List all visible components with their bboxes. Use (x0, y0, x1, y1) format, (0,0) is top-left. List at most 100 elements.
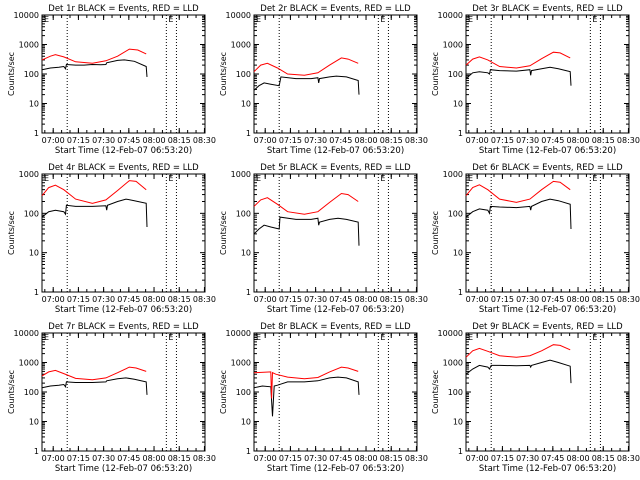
x-tick-label: 08:00 (143, 295, 166, 304)
flag-label: E (592, 333, 597, 342)
flag-label: E (592, 15, 597, 24)
x-tick-label: 07:30 (304, 295, 327, 304)
series-lld-line (41, 180, 147, 204)
panel-title: Det 1r BLACK = Events, RED = LLD (48, 4, 199, 14)
x-tick-label: 08:00 (567, 295, 590, 304)
x-tick-label: 08:15 (168, 454, 191, 463)
y-tick-label: 1000 (19, 359, 39, 368)
x-tick-label: 07:30 (516, 454, 539, 463)
panel-title: Det 2r BLACK = Events, RED = LLD (260, 4, 411, 14)
x-tick-label: 07:00 (42, 454, 65, 463)
y-tick-label: 10 (29, 249, 39, 258)
y-tick-label: 10000 (438, 11, 463, 20)
x-tick-label: 08:30 (405, 454, 428, 463)
flag-label: E (44, 333, 49, 342)
x-tick-label: 08:00 (355, 454, 378, 463)
x-axis-label: Start Time (12-Feb-07 06:53:20) (479, 464, 616, 474)
y-tick-label: 1 (458, 447, 463, 456)
x-tick-label: 07:45 (329, 295, 352, 304)
y-axis-label: Counts/sec (219, 370, 228, 414)
x-tick-label: 08:15 (380, 454, 403, 463)
plot-frame (253, 173, 418, 293)
x-tick-label: 08:00 (143, 136, 166, 145)
panel-title: Det 4r BLACK = Events, RED = LLD (48, 163, 199, 173)
series-lld-line (253, 192, 359, 215)
y-tick-label: 10 (453, 249, 463, 258)
y-axis-label: Counts/sec (7, 52, 16, 96)
flag-label: E (256, 15, 261, 24)
x-tick-label: 07:30 (516, 295, 539, 304)
panel-title: Det 7r BLACK = Events, RED = LLD (48, 322, 199, 332)
series-lld-line (41, 366, 147, 381)
plot-frame (253, 332, 418, 452)
flag-label: E (168, 15, 173, 24)
x-tick-label: 08:15 (380, 295, 403, 304)
flag-label: E (380, 174, 385, 183)
plot-frame (465, 14, 630, 134)
flag-label: E (468, 174, 473, 183)
y-tick-label: 100 (24, 388, 39, 397)
x-tick-label: 07:15 (67, 295, 90, 304)
x-tick-label: 08:30 (617, 136, 640, 145)
y-tick-label: 10000 (438, 329, 463, 338)
x-tick-label: 08:00 (355, 136, 378, 145)
plot-frame (465, 332, 630, 452)
x-tick-label: 08:30 (617, 295, 640, 304)
series-events-line (465, 66, 572, 86)
y-tick-label: 100 (236, 388, 251, 397)
x-tick-label: 08:00 (355, 295, 378, 304)
flag-label: E (256, 333, 261, 342)
y-tick-label: 10 (453, 418, 463, 427)
series-lld-line (41, 48, 147, 64)
series-events-line (253, 216, 360, 246)
series-events-line (465, 359, 572, 384)
y-tick-label: 1000 (231, 170, 251, 179)
series-events-line (465, 198, 572, 230)
y-tick-label: 1 (34, 129, 39, 138)
x-axis-label: Start Time (12-Feb-07 06:53:20) (55, 305, 192, 315)
flag-label: E (168, 333, 173, 342)
y-tick-label: 100 (448, 70, 463, 79)
y-tick-label: 1 (246, 288, 251, 297)
flag-label: E (256, 174, 261, 183)
x-tick-label: 07:45 (329, 454, 352, 463)
x-tick-label: 07:15 (67, 454, 90, 463)
x-tick-label: 07:15 (279, 454, 302, 463)
flag-label: E (168, 174, 173, 183)
y-tick-label: 100 (236, 209, 251, 218)
series-events-line (253, 75, 360, 95)
x-tick-label: 07:45 (329, 136, 352, 145)
y-tick-label: 10 (241, 418, 251, 427)
y-tick-label: 10000 (226, 11, 251, 20)
x-tick-label: 08:30 (405, 295, 428, 304)
x-tick-label: 07:15 (67, 136, 90, 145)
y-tick-label: 1000 (443, 170, 463, 179)
y-tick-label: 10 (241, 100, 251, 109)
x-tick-label: 07:15 (491, 454, 514, 463)
series-lld-line (465, 344, 571, 358)
x-tick-label: 08:30 (193, 454, 216, 463)
x-tick-label: 08:15 (592, 295, 615, 304)
x-tick-label: 07:45 (541, 295, 564, 304)
x-tick-label: 07:00 (466, 136, 489, 145)
x-tick-label: 07:00 (254, 295, 277, 304)
x-tick-label: 07:30 (516, 136, 539, 145)
flag-label: E (44, 15, 49, 24)
plot-frame (253, 14, 418, 134)
x-tick-label: 07:15 (279, 295, 302, 304)
x-tick-label: 08:30 (193, 136, 216, 145)
series-lld-line (253, 366, 359, 399)
y-axis-label: Counts/sec (431, 52, 440, 96)
y-tick-label: 1000 (231, 41, 251, 50)
series-events-line (41, 377, 148, 395)
x-tick-label: 08:30 (617, 454, 640, 463)
